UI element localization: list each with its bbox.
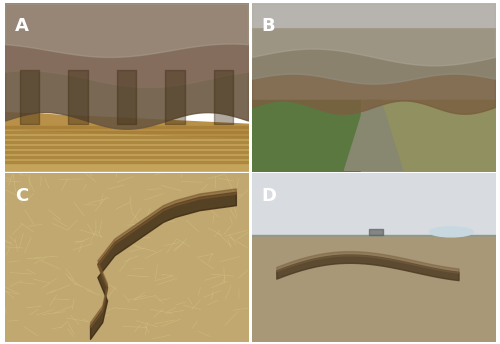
Text: C: C	[14, 187, 28, 205]
Polygon shape	[344, 100, 403, 171]
Text: D: D	[262, 187, 276, 205]
Text: B: B	[262, 17, 276, 35]
Text: A: A	[14, 17, 28, 35]
Ellipse shape	[430, 227, 473, 237]
